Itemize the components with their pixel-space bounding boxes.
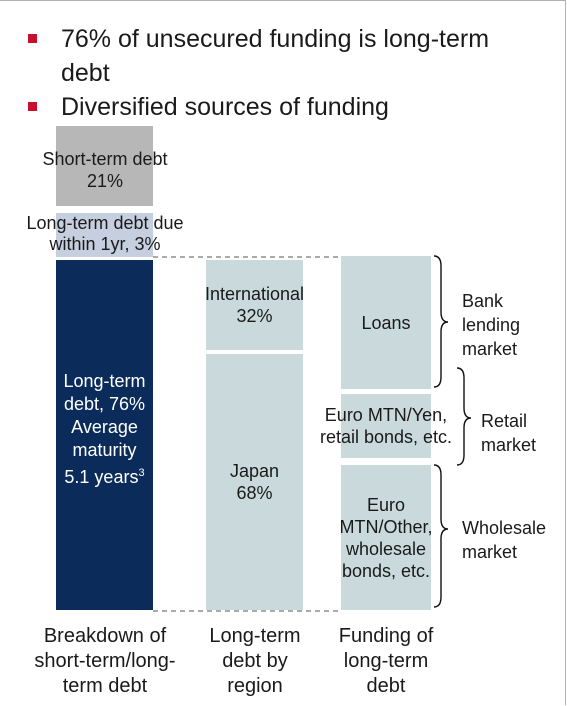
retail-market-label: Retail market (481, 409, 536, 457)
maturity-years: 5.1 years (64, 467, 139, 487)
caption-col2-line-3: region (227, 675, 283, 697)
short-term-debt-label: Short-term debt 21% (0, 148, 210, 192)
retail-brace-icon (456, 367, 472, 466)
caption-col1-line-1: Breakdown of (43, 625, 167, 647)
japan-box: Japan 68% (206, 354, 303, 610)
caption-col3: Funding of long-term debt (321, 624, 451, 699)
lt-due-line-2: within 1yr, 3% (49, 234, 161, 254)
long-term-line-4: maturity (72, 440, 137, 460)
lt-due-label: Long-term debt due within 1yr, 3% (0, 213, 210, 255)
bank-line-2: lending (462, 315, 521, 335)
retail-bonds-box (341, 394, 431, 458)
wholesale-line-4: bonds, etc. (341, 560, 431, 581)
caption-col3-line-2: long-term (343, 650, 429, 672)
wholesale-line-3: wholesale (345, 538, 427, 559)
caption-col2-line-2: debt by (222, 650, 288, 672)
long-term-line-5: 5.1 years3 (46, 462, 163, 489)
bank-line-1: Bank (462, 291, 504, 311)
international-box: International 32% (204, 260, 305, 350)
wholesale-market-label: Wholesale market (462, 516, 546, 564)
loans-label: Loans (361, 312, 411, 333)
wholesale-line-2: MTN/Other, (339, 516, 433, 537)
footnote-marker: 3 (138, 467, 145, 479)
caption-col3-line-1: Funding of (338, 625, 434, 647)
japan-value: 68% (236, 483, 273, 503)
bullet-2-text: Diversified sources of funding (61, 93, 389, 121)
bullet-1-text: 76% of unsecured funding is long-term de… (61, 22, 489, 90)
bullet-square-icon (28, 102, 37, 111)
retail-bonds-line-1: Euro MTN/Yen, (324, 405, 448, 425)
short-term-debt-box (56, 126, 153, 206)
caption-col1-line-2: short-term/long- (34, 650, 176, 672)
bank-brace-icon (433, 255, 449, 388)
short-term-debt-text: Short-term debt (42, 149, 168, 169)
bullet-square-icon (28, 34, 37, 43)
lt-due-line-1: Long-term debt due (26, 213, 184, 233)
long-term-line-3: Average (71, 417, 138, 437)
international-value: 32% (236, 306, 273, 326)
wholesale-market-line-2: market (462, 542, 518, 562)
long-term-line-1: Long-term (63, 371, 146, 391)
retail-bonds-line-2: retail bonds, etc. (319, 427, 453, 447)
long-term-debt-label: Long-term debt, 76% Average maturity 5.1… (46, 370, 163, 489)
loans-box: Loans (341, 256, 431, 389)
caption-col2-line-1: Long-term (209, 625, 301, 647)
long-term-line-2: debt, 76% (63, 394, 146, 414)
international-label: International (204, 284, 305, 304)
japan-label: Japan (229, 461, 280, 481)
bank-lending-market-label: Bank lending market (462, 289, 520, 361)
bullet-1-line-2: debt (61, 59, 110, 87)
caption-col3-line-3: debt (366, 675, 406, 697)
wholesale-line-1: Euro (366, 494, 406, 515)
wholesale-market-line-1: Wholesale (462, 518, 547, 538)
caption-col2: Long-term debt by region (190, 624, 320, 699)
retail-bonds-label: Euro MTN/Yen, retail bonds, etc. (300, 404, 472, 448)
lt-due-box (56, 213, 153, 257)
long-term-debt-box (56, 260, 153, 610)
caption-col1: Breakdown of short-term/long- term debt (20, 624, 190, 699)
caption-col1-line-3: term debt (62, 675, 148, 697)
bullet-1-line-1: 76% of unsecured funding is long-term (61, 25, 490, 53)
wholesale-bonds-box: Euro MTN/Other, wholesale bonds, etc. (339, 465, 433, 610)
wholesale-brace-icon (433, 464, 449, 608)
retail-line-1: Retail (481, 411, 528, 431)
retail-line-2: market (481, 435, 537, 455)
bank-line-3: market (462, 339, 518, 359)
short-term-debt-value: 21% (86, 171, 124, 191)
